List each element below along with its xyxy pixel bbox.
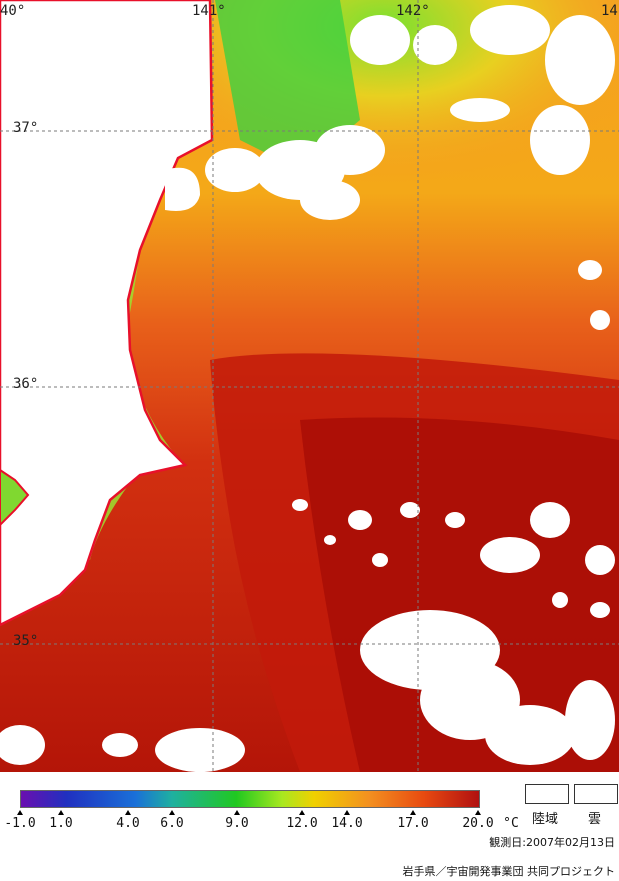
scale-label: 17.0 (397, 816, 429, 831)
scale-label: 9.0 (225, 816, 249, 831)
scale-unit: °C (503, 816, 519, 831)
scale-label: 4.0 (116, 816, 140, 831)
lon-label-143: 14 (601, 3, 618, 19)
sea-surface-temperature-map (0, 0, 619, 772)
lat-label-37: 37° (13, 120, 39, 136)
scale-tick (299, 810, 305, 815)
green-north (215, 0, 360, 170)
land-swatch (525, 784, 569, 804)
scale-label: 1.0 (49, 816, 73, 831)
land-honshu (0, 0, 214, 627)
scale-tick (17, 810, 23, 815)
lon-label-142: 142° (396, 3, 430, 19)
lon-label-140: 40° (0, 3, 26, 19)
scale-tick (475, 810, 481, 815)
lon-label-141: 141° (192, 3, 226, 19)
legend-panel: -1.0 1.0 4.0 6.0 9.0 12.0 14.0 17.0 20.0… (0, 772, 619, 881)
scale-label: -1.0 (4, 816, 36, 831)
scale-tick (234, 810, 240, 815)
cloud-patches (0, 5, 615, 772)
cloud-label: 雲 (588, 812, 602, 827)
scale-tick (169, 810, 175, 815)
scale-tick (58, 810, 64, 815)
lat-label-35: 35° (13, 633, 39, 649)
scale-label: 6.0 (160, 816, 184, 831)
scale-tick (410, 810, 416, 815)
temperature-color-scale (20, 790, 480, 808)
scale-tick (344, 810, 350, 815)
scale-label: 14.0 (331, 816, 363, 831)
lat-label-36: 36° (13, 376, 39, 392)
scale-label: 20.0 (462, 816, 494, 831)
graticule (0, 0, 619, 772)
credit: 岩手県／宇宙開発事業団 共同プロジェクト (402, 865, 616, 878)
cloud-swatch (574, 784, 618, 804)
observation-date: 観測日:2007年02月13日 (489, 836, 615, 849)
land-bump (0, 468, 30, 527)
land-label: 陸域 (532, 812, 559, 827)
scale-tick (125, 810, 131, 815)
scale-label: 12.0 (286, 816, 318, 831)
